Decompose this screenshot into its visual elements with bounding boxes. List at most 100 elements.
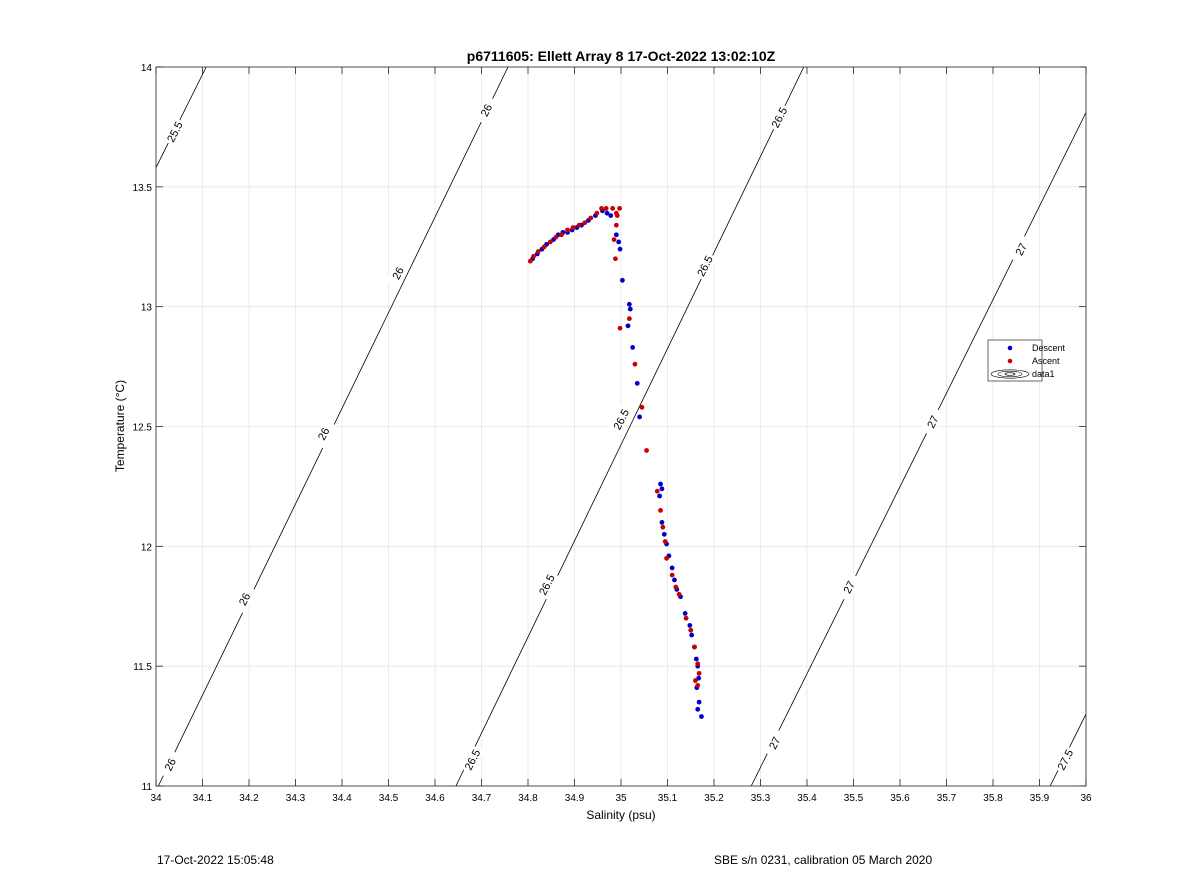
x-tick-label: 34.6 <box>425 793 445 804</box>
footer-timestamp: 17-Oct-2022 15:05:48 <box>157 853 274 867</box>
contour-label: 26 <box>391 265 407 281</box>
ascent-point <box>553 234 559 240</box>
ascent-point <box>541 244 547 250</box>
x-tick-label: 35.6 <box>890 793 910 804</box>
contour-label: 26 <box>479 102 495 118</box>
descent-point <box>657 493 662 499</box>
contour-label-mask <box>460 744 485 775</box>
descent-point <box>687 623 693 628</box>
ascent-point <box>613 222 619 228</box>
descent-point <box>661 531 667 537</box>
descent-point <box>672 577 677 583</box>
chart-title: p6711605: Ellett Array 8 17-Oct-2022 13:… <box>467 48 776 64</box>
x-tick-label: 34.8 <box>518 793 538 804</box>
legend[interactable]: Descent Ascent data1 <box>987 339 1066 382</box>
descent-point <box>617 246 623 252</box>
descent-point <box>689 632 695 638</box>
ascent-point <box>695 661 701 667</box>
descent-point <box>659 486 665 492</box>
contour-label-mask <box>836 572 861 602</box>
descent-point <box>634 380 640 386</box>
legend-descent-label: Descent <box>1032 343 1066 353</box>
ascent-point <box>693 678 698 683</box>
contour-label-mask <box>157 749 183 780</box>
ascent-point <box>644 448 649 453</box>
ascent-point <box>617 206 623 211</box>
descent-point <box>625 323 631 329</box>
descent-point <box>659 519 665 525</box>
ascent-point <box>614 213 620 218</box>
density-contour-labels: 25.5262626262626.526.526.526.526.5272727… <box>157 95 1078 780</box>
x-tick-label: 34.1 <box>193 793 213 804</box>
ascent-point <box>582 220 588 226</box>
ascent-point <box>696 670 702 676</box>
descent-point <box>626 301 632 307</box>
descent-point <box>619 277 625 283</box>
ascent-point <box>662 539 668 544</box>
contour-label: 27 <box>767 735 783 751</box>
legend-ascent-label: Ascent <box>1032 356 1060 366</box>
contour-label-mask <box>692 251 717 281</box>
y-axis-ticks: 11 11.5 12 12.5 13 13.5 14 <box>133 63 1086 793</box>
ascent-point <box>695 682 701 688</box>
ascent-point <box>599 206 604 211</box>
ascent-point <box>676 591 682 597</box>
contour-label-mask <box>1052 744 1078 775</box>
contour-line-26-5 <box>455 67 805 786</box>
descent-point <box>616 239 622 245</box>
x-tick-label: 35.1 <box>658 793 678 804</box>
ascent-point <box>547 239 553 245</box>
ascent-point <box>611 237 617 242</box>
ascent-point <box>527 258 533 264</box>
contour-line-27 <box>750 112 1086 786</box>
ascent-point <box>535 249 541 254</box>
x-tick-label: 35.3 <box>751 793 771 804</box>
ascent-point <box>576 222 582 228</box>
ascent-point <box>683 615 689 621</box>
y-tick-label: 13 <box>141 303 153 314</box>
legend-data1-label: data1 <box>1032 369 1055 379</box>
x-tick-label: 35.2 <box>704 793 724 804</box>
ascent-point <box>632 361 638 367</box>
x-axis-label: Salinity (psu) <box>586 808 655 822</box>
contour-label-mask <box>385 258 410 288</box>
x-tick-label: 35 <box>615 793 627 804</box>
ascent-point <box>565 227 570 233</box>
contour-label-mask <box>162 116 187 147</box>
x-tick-label: 35.9 <box>1030 793 1050 804</box>
ascent-point <box>688 627 694 633</box>
descent-point <box>696 699 702 705</box>
descent-point <box>693 656 699 662</box>
data-points <box>527 206 704 719</box>
ascent-point <box>559 232 564 238</box>
contour-label: 27 <box>842 579 858 595</box>
ascent-point <box>654 488 660 494</box>
y-tick-label: 12 <box>141 542 153 553</box>
x-tick-label: 35.7 <box>937 793 957 804</box>
ascent-point <box>639 404 645 410</box>
ascent-point <box>692 644 697 650</box>
ascent-point <box>617 325 623 331</box>
contour-label-mask <box>766 102 792 133</box>
contour-label-mask <box>474 95 499 125</box>
descent-point <box>658 481 663 487</box>
x-tick-label: 34.5 <box>379 793 399 804</box>
contour-label-mask <box>920 406 945 437</box>
contour-label: 27 <box>925 414 941 430</box>
ascent-point <box>669 572 675 578</box>
descent-point <box>627 306 633 312</box>
contour-label: 26 <box>316 426 332 442</box>
ascent-point <box>673 584 679 590</box>
x-tick-label: 34.4 <box>332 793 352 804</box>
legend-ascent-marker <box>1007 358 1013 364</box>
y-tick-label: 11 <box>142 782 153 793</box>
ascent-point <box>626 316 632 322</box>
contour-label-mask <box>1008 234 1034 264</box>
legend-descent-marker <box>1007 345 1013 351</box>
y-tick-label: 13.5 <box>133 183 153 194</box>
ascent-point <box>603 206 609 211</box>
x-tick-label: 34.7 <box>472 793 492 804</box>
contour-label-mask <box>311 418 336 449</box>
x-tick-label: 36 <box>1080 793 1092 804</box>
